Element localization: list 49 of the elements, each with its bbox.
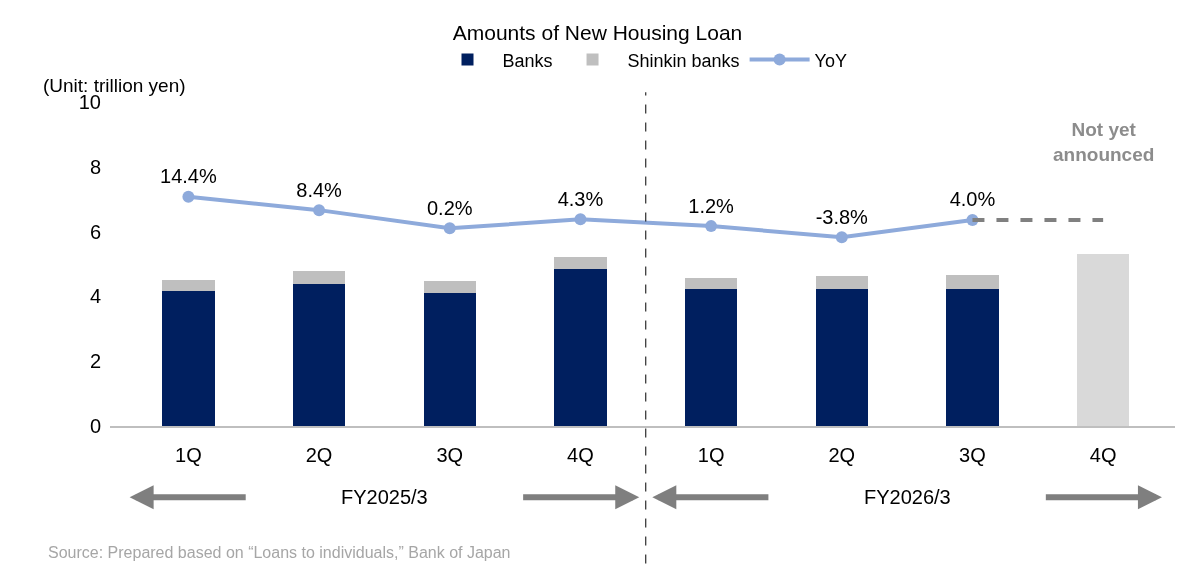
legend-label: Banks (502, 50, 553, 71)
bar (423, 280, 476, 293)
bar (554, 269, 607, 426)
y-tick-label: 0 (89, 415, 101, 437)
bar (946, 275, 999, 290)
bar (684, 277, 738, 290)
bar (423, 292, 476, 426)
point (182, 190, 195, 203)
legend-label: YoY (814, 50, 847, 71)
text: FY2025/3 (341, 486, 428, 508)
bar (815, 289, 868, 426)
x-tick-label: 3Q (436, 444, 464, 466)
bar (815, 276, 868, 290)
data-label: 1.2% (688, 194, 735, 217)
y-tick-label: 6 (89, 220, 101, 243)
data-label: 4.0% (949, 188, 996, 211)
data-label: -3.8% (815, 205, 869, 228)
text: FY2026/3 (864, 486, 951, 508)
bar (162, 280, 215, 292)
x-tick-label: 3Q (959, 444, 986, 466)
y-tick-label: 4 (89, 285, 101, 308)
data-label: 0.2% (426, 196, 473, 219)
annotation: Not yet announced (1053, 119, 1155, 165)
point (574, 213, 587, 226)
bar (684, 289, 738, 426)
x-tick-label: 1Q (697, 444, 725, 466)
point (443, 222, 456, 235)
x-tick-label: 4Q (1089, 444, 1117, 466)
bar (1076, 253, 1130, 426)
legend-label: Shinkin banks (627, 50, 740, 71)
x-tick-label: 1Q (175, 444, 202, 466)
x-tick-label: 4Q (567, 444, 594, 466)
x-tick-label: 2Q (828, 444, 856, 466)
bar (292, 270, 346, 284)
bar (946, 289, 999, 426)
bar (162, 291, 215, 426)
x-tick-label: 2Q (305, 444, 333, 466)
point (705, 220, 718, 233)
y-tick-label: 2 (89, 350, 101, 373)
source-note: Source: Prepared based on “Loans to individuals,” Bank of Japan (48, 544, 511, 561)
data-label: 8.4% (296, 178, 343, 201)
y-tick-label: 8 (89, 155, 101, 178)
data-label: 14.4% (160, 165, 217, 188)
bar (554, 256, 607, 270)
chart-title: Amounts of New Housing Loan (452, 21, 743, 45)
bar (292, 283, 346, 426)
point (835, 231, 848, 244)
data-label: 4.3% (557, 187, 604, 210)
point (313, 204, 326, 217)
